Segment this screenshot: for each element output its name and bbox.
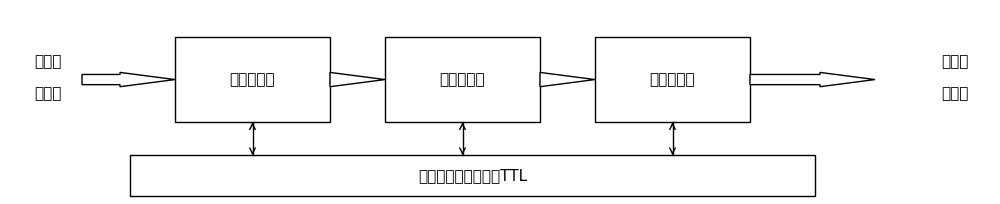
Bar bbox=[385, 37, 540, 122]
Text: 号输出: 号输出 bbox=[941, 86, 969, 101]
Polygon shape bbox=[82, 72, 175, 87]
Text: 射频信: 射频信 bbox=[34, 54, 62, 69]
Text: 号输入: 号输入 bbox=[34, 86, 62, 101]
Polygon shape bbox=[330, 72, 385, 87]
Text: 功率放大器: 功率放大器 bbox=[650, 72, 695, 87]
Polygon shape bbox=[540, 72, 595, 87]
Text: 射频信: 射频信 bbox=[941, 54, 969, 69]
Bar bbox=[175, 37, 330, 122]
Text: 驱动放大器: 驱动放大器 bbox=[440, 72, 485, 87]
Bar bbox=[130, 155, 815, 196]
Bar bbox=[595, 37, 750, 122]
Polygon shape bbox=[750, 72, 875, 87]
Text: 数控衰减器: 数控衰减器 bbox=[230, 72, 275, 87]
Text: 电源、衰减控制电平TTL: 电源、衰减控制电平TTL bbox=[418, 168, 527, 183]
